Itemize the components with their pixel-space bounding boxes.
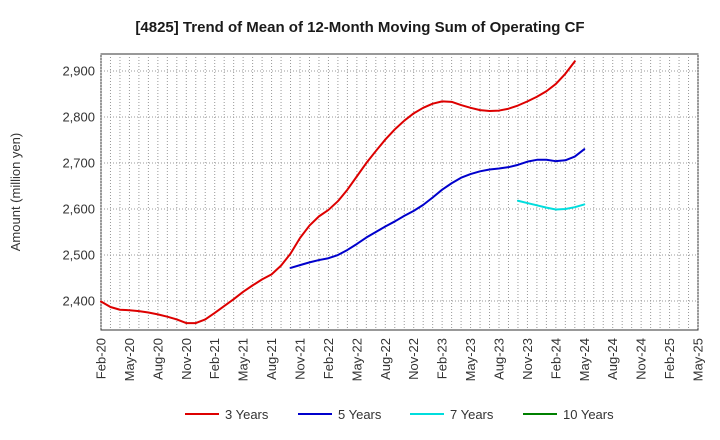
legend-label: 5 Years bbox=[338, 407, 382, 422]
y-tick-label: 2,400 bbox=[62, 294, 95, 309]
x-axis: Feb-20 May-20 Aug-20 Nov-20 Feb-21 May-21 Aug-… bbox=[94, 338, 706, 381]
series-line-5-years bbox=[289, 148, 586, 269]
y-axis: 2,400 2,500 2,600 2,700 2,800 2,900 bbox=[62, 64, 95, 309]
x-tick-label: Feb-20 bbox=[94, 338, 109, 379]
legend-label: 3 Years bbox=[225, 407, 269, 422]
legend-label: 7 Years bbox=[450, 407, 494, 422]
x-tick-label: Aug-21 bbox=[264, 338, 279, 380]
y-tick-label: 2,900 bbox=[62, 64, 95, 79]
x-tick-label: Aug-22 bbox=[378, 338, 393, 380]
y-axis-label: Amount (million yen) bbox=[8, 133, 23, 252]
series-line-3-years bbox=[100, 60, 576, 325]
y-tick-label: 2,500 bbox=[62, 248, 95, 263]
x-tick-label: Feb-22 bbox=[321, 338, 336, 379]
x-tick-label: May-23 bbox=[463, 338, 478, 381]
legend-label: 10 Years bbox=[563, 407, 614, 422]
plot-area bbox=[100, 53, 699, 331]
x-tick-label: Feb-24 bbox=[548, 338, 563, 379]
y-tick-label: 2,700 bbox=[62, 156, 95, 171]
legend: 3 Years 5 Years 7 Years 10 Years bbox=[185, 407, 614, 422]
y-tick-label: 2,600 bbox=[62, 202, 95, 217]
x-tick-label: May-22 bbox=[349, 338, 364, 381]
x-tick-label: Aug-24 bbox=[605, 338, 620, 380]
x-tick-label: Feb-25 bbox=[662, 338, 677, 379]
x-tick-label: Nov-21 bbox=[293, 338, 308, 380]
x-tick-label: May-25 bbox=[691, 338, 706, 381]
x-tick-label: Feb-21 bbox=[207, 338, 222, 379]
x-tick-label: Nov-23 bbox=[520, 338, 535, 380]
x-tick-label: May-20 bbox=[122, 338, 137, 381]
grid-lines bbox=[100, 54, 699, 330]
chart-title: [4825] Trend of Mean of 12-Month Moving … bbox=[135, 19, 584, 36]
x-tick-label: Nov-24 bbox=[634, 338, 649, 380]
y-tick-label: 2,800 bbox=[62, 110, 95, 125]
x-tick-label: May-24 bbox=[577, 338, 592, 381]
x-tick-label: Aug-23 bbox=[492, 338, 507, 380]
x-tick-label: Nov-22 bbox=[406, 338, 421, 380]
x-tick-label: Aug-20 bbox=[150, 338, 165, 380]
series-lines bbox=[100, 60, 586, 325]
x-tick-label: Feb-23 bbox=[435, 338, 450, 379]
series-line-7-years bbox=[516, 199, 586, 211]
x-tick-label: May-21 bbox=[236, 338, 251, 381]
x-tick-label: Nov-20 bbox=[179, 338, 194, 380]
